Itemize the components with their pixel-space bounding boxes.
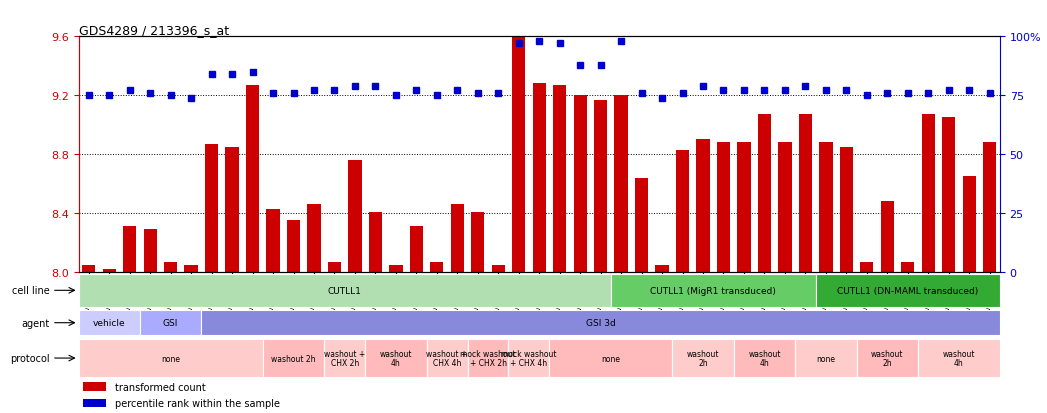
Bar: [676, 150, 689, 272]
Text: cell line: cell line: [13, 286, 50, 296]
Bar: [426, 339, 468, 377]
Bar: [471, 212, 485, 272]
Text: CUTLL1 (MigR1 transduced): CUTLL1 (MigR1 transduced): [650, 286, 776, 295]
Bar: [901, 262, 914, 272]
Bar: [468, 339, 509, 377]
Bar: [734, 339, 795, 377]
Text: washout +
CHX 4h: washout + CHX 4h: [426, 349, 468, 367]
Bar: [655, 265, 669, 272]
Bar: [79, 310, 140, 335]
Bar: [263, 339, 325, 377]
Bar: [225, 147, 239, 272]
Bar: [83, 382, 106, 391]
Bar: [389, 265, 402, 272]
Bar: [921, 115, 935, 272]
Text: none: none: [817, 354, 836, 363]
Bar: [103, 269, 116, 272]
Bar: [918, 339, 1000, 377]
Bar: [512, 37, 526, 272]
Text: GSI 3d: GSI 3d: [585, 318, 616, 328]
Bar: [533, 84, 545, 272]
Bar: [594, 100, 607, 272]
Text: percentile rank within the sample: percentile rank within the sample: [115, 398, 281, 408]
Text: washout
2h: washout 2h: [871, 349, 904, 367]
Bar: [325, 339, 365, 377]
Bar: [83, 399, 106, 407]
Bar: [308, 205, 320, 272]
Text: washout
2h: washout 2h: [687, 349, 719, 367]
Bar: [369, 212, 382, 272]
Bar: [717, 143, 730, 272]
Bar: [962, 177, 976, 272]
Text: washout
4h: washout 4h: [380, 349, 413, 367]
Bar: [795, 339, 856, 377]
Bar: [140, 310, 201, 335]
Bar: [610, 274, 816, 307]
Bar: [409, 227, 423, 272]
Bar: [634, 178, 648, 272]
Bar: [819, 143, 832, 272]
Bar: [840, 147, 853, 272]
Text: agent: agent: [22, 318, 50, 328]
Bar: [201, 310, 1000, 335]
Bar: [942, 118, 955, 272]
Bar: [816, 274, 1000, 307]
Bar: [553, 85, 566, 272]
Bar: [983, 143, 997, 272]
Bar: [696, 140, 710, 272]
Bar: [79, 274, 610, 307]
Text: GDS4289 / 213396_s_at: GDS4289 / 213396_s_at: [79, 24, 228, 37]
Bar: [615, 96, 628, 272]
Text: mock washout
+ CHX 2h: mock washout + CHX 2h: [461, 349, 516, 367]
Bar: [861, 262, 873, 272]
Bar: [349, 161, 361, 272]
Bar: [143, 230, 157, 272]
Text: vehicle: vehicle: [93, 318, 126, 328]
Bar: [550, 339, 672, 377]
Text: mock washout
+ CHX 4h: mock washout + CHX 4h: [502, 349, 557, 367]
Bar: [164, 262, 177, 272]
Bar: [492, 265, 505, 272]
Text: washout
4h: washout 4h: [749, 349, 781, 367]
Bar: [82, 265, 95, 272]
Bar: [184, 265, 198, 272]
Bar: [672, 339, 734, 377]
Bar: [574, 96, 586, 272]
Text: GSI: GSI: [163, 318, 178, 328]
Bar: [778, 143, 792, 272]
Bar: [430, 262, 444, 272]
Bar: [246, 85, 260, 272]
Bar: [79, 339, 263, 377]
Bar: [365, 339, 426, 377]
Text: washout +
CHX 2h: washout + CHX 2h: [325, 349, 365, 367]
Bar: [881, 202, 894, 272]
Bar: [509, 339, 550, 377]
Text: protocol: protocol: [10, 353, 50, 363]
Bar: [737, 143, 751, 272]
Bar: [450, 205, 464, 272]
Bar: [758, 115, 771, 272]
Bar: [205, 145, 218, 272]
Bar: [799, 115, 812, 272]
Text: none: none: [601, 354, 621, 363]
Text: none: none: [161, 354, 180, 363]
Bar: [328, 262, 341, 272]
Text: washout
4h: washout 4h: [942, 349, 975, 367]
Text: CUTLL1: CUTLL1: [328, 286, 361, 295]
Bar: [266, 209, 280, 272]
Text: CUTLL1 (DN-MAML transduced): CUTLL1 (DN-MAML transduced): [838, 286, 978, 295]
Text: washout 2h: washout 2h: [271, 354, 316, 363]
Bar: [287, 221, 300, 272]
Text: transformed count: transformed count: [115, 382, 206, 392]
Bar: [856, 339, 918, 377]
Bar: [124, 227, 136, 272]
